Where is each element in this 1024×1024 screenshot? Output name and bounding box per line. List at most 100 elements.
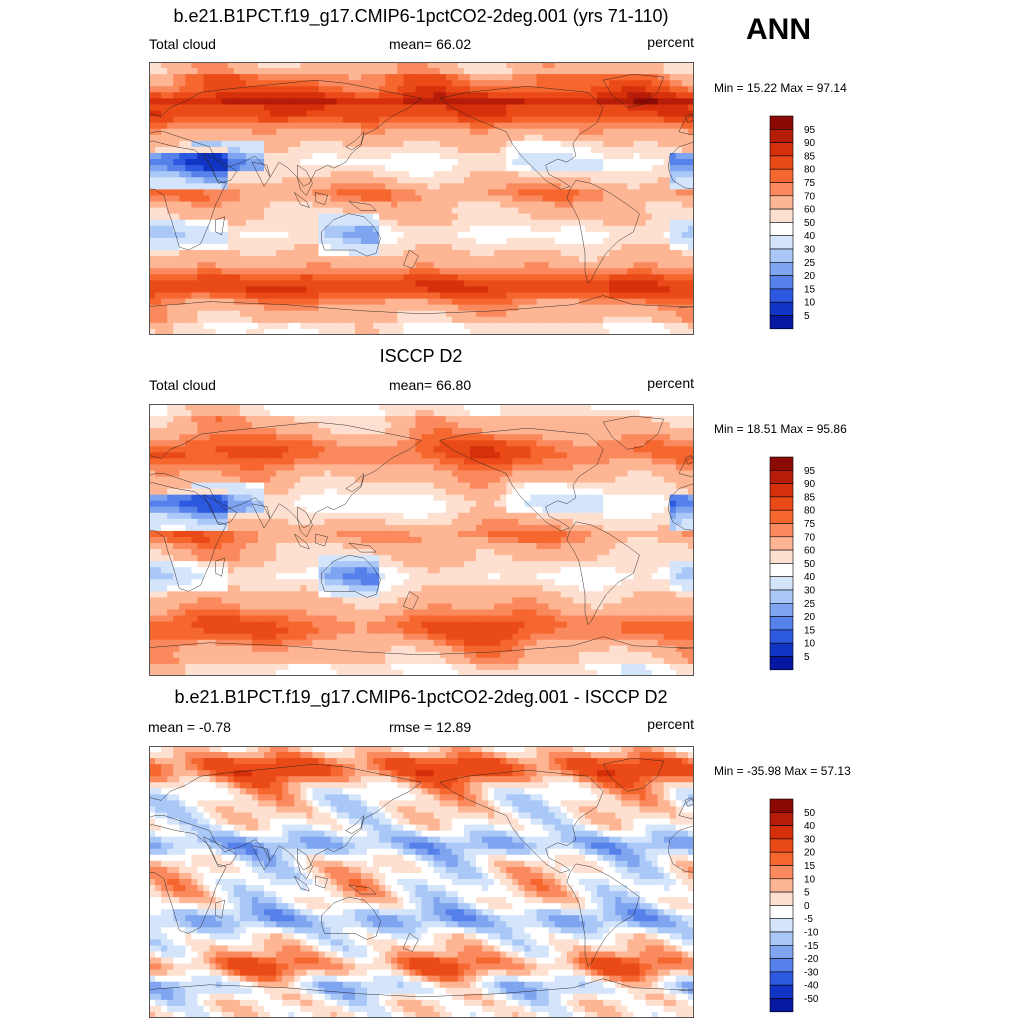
colorbar-swatch [769,129,794,143]
colorbar-tick-label: -5 [804,914,813,925]
colorbar-tick-label: 5 [804,888,810,899]
colorbar-tick-label: 20 [804,271,816,282]
colorbar-swatch [769,248,794,263]
obs-total-cloud-map [149,404,694,676]
colorbar-tick-label: 10 [804,639,816,650]
colorbar-tick-label: -30 [804,967,819,978]
colorbar-swatch [769,222,794,237]
colorbar-swatch [769,851,794,866]
colorbar-swatch [769,812,794,826]
colorbar-tick-label: 15 [804,861,816,872]
colorbar-tick-label: 20 [804,848,816,859]
colorbar-tick-label: 15 [804,625,816,636]
colorbar-swatch [769,825,794,840]
colorbar-swatch [769,905,794,920]
coastlines [149,74,694,314]
panel-3-rmse-label: rmse = 12.89 [389,719,472,735]
colorbar-swatch [769,509,794,524]
panel-2-units-label: percent [647,375,694,391]
colorbar-swatch [769,576,794,591]
colorbar-tick-label: 95 [804,466,816,477]
colorbar-tick-label: 70 [804,532,816,543]
colorbar-swatch [769,315,794,330]
colorbar-swatch [769,536,794,551]
map-frame [149,404,694,676]
colorbar-tick-label: 80 [804,165,816,176]
colorbar-tick-label: 30 [804,834,816,845]
panel-3-title: b.e21.B1PCT.f19_g17.CMIP6-1pctCO2-2deg.0… [174,687,668,707]
colorbar-swatch [769,931,794,946]
colorbar-swatch [769,115,794,130]
panel-2-mean-label: mean= 66.80 [389,377,472,393]
colorbar-swatch [769,483,794,498]
colorbar-swatch [769,168,794,183]
colorbar-tick-label: 50 [804,808,816,819]
colorbar-swatch [769,616,794,631]
colorbar-tick-label: -10 [804,928,819,939]
colorbar-tick-label: 90 [804,138,816,149]
colorbar-swatch [769,984,794,999]
panel-1-mean-label: mean= 66.02 [389,36,472,52]
colorbar-tick-label: 60 [804,205,816,216]
colorbar-tick-label: 50 [804,559,816,570]
colorbar-swatch [769,918,794,933]
colorbar-swatch [769,589,794,604]
colorbar-tick-label: 90 [804,479,816,490]
model-total-cloud-map [149,62,694,335]
colorbar-tick-label: 40 [804,572,816,583]
coastlines [149,758,694,997]
colorbar-swatch [769,998,794,1013]
colorbar-swatch [769,603,794,617]
panel-3-units-label: percent [647,716,694,732]
colorbar-swatch [769,208,794,223]
difference-map [149,746,694,1018]
colorbar-tick-label: 70 [804,191,816,202]
panel-2-title: ISCCP D2 [379,346,463,366]
colorbar-tick-label: -20 [804,954,819,965]
panel-1-units-label: percent [647,34,694,50]
colorbar-swatch [769,642,794,657]
colorbar-tick-label: 85 [804,492,816,503]
colorbar-swatch [769,656,794,671]
panel-1-variable-label: Total cloud [149,36,216,52]
colorbar-tick-label: -40 [804,981,819,992]
colorbar-swatch [769,262,794,276]
panel-2-variable-label: Total cloud [149,377,216,393]
colorbar-swatch [769,456,794,471]
colorbar-tick-label: 40 [804,821,816,832]
coastlines [149,416,694,655]
panel-1-minmax-label: Min = 15.22 Max = 97.14 [714,81,847,95]
colorbar-tick-label: 60 [804,546,816,557]
colorbar-tick-label: 80 [804,506,816,517]
colorbar-tick-label: 25 [804,258,816,269]
colorbar-tick-label: 30 [804,245,816,256]
colorbar-tick-label: 30 [804,586,816,597]
cloud-field [149,404,694,676]
panel-2-minmax-label: Min = 18.51 Max = 95.86 [714,422,847,436]
panel-1-title: b.e21.B1PCT.f19_g17.CMIP6-1pctCO2-2deg.0… [173,6,669,26]
colorbar-tick-label: -50 [804,994,819,1005]
colorbar-swatch [769,523,794,538]
colorbar-swatch [769,945,794,959]
colorbar-tick-label: 75 [804,178,816,189]
colorbar-swatch [769,182,794,197]
colorbar-swatch [769,629,794,644]
colorbar-tick-label: 25 [804,599,816,610]
colorbar-swatch [769,563,794,578]
colorbar-swatch [769,470,794,484]
colorbar-swatch [769,865,794,880]
colorbar-tick-label: -15 [804,941,819,952]
map-frame [149,746,694,1018]
colorbar-tick-label: 75 [804,519,816,530]
colorbar-tick-label: 85 [804,151,816,162]
colorbar-tick-label: 5 [804,311,810,322]
colorbar-swatch [769,195,794,210]
colorbar-swatch [769,549,794,564]
colorbar-swatch [769,798,794,813]
colorbar-tick-label: 0 [804,901,810,912]
cloud-field [149,62,694,335]
panel-2-colorbar: 95 90 85 80 75 70 60 50 40 30 25 20 15 10 5 [769,456,816,671]
colorbar-tick-label: 50 [804,218,816,229]
colorbar-tick-label: 95 [804,125,816,136]
